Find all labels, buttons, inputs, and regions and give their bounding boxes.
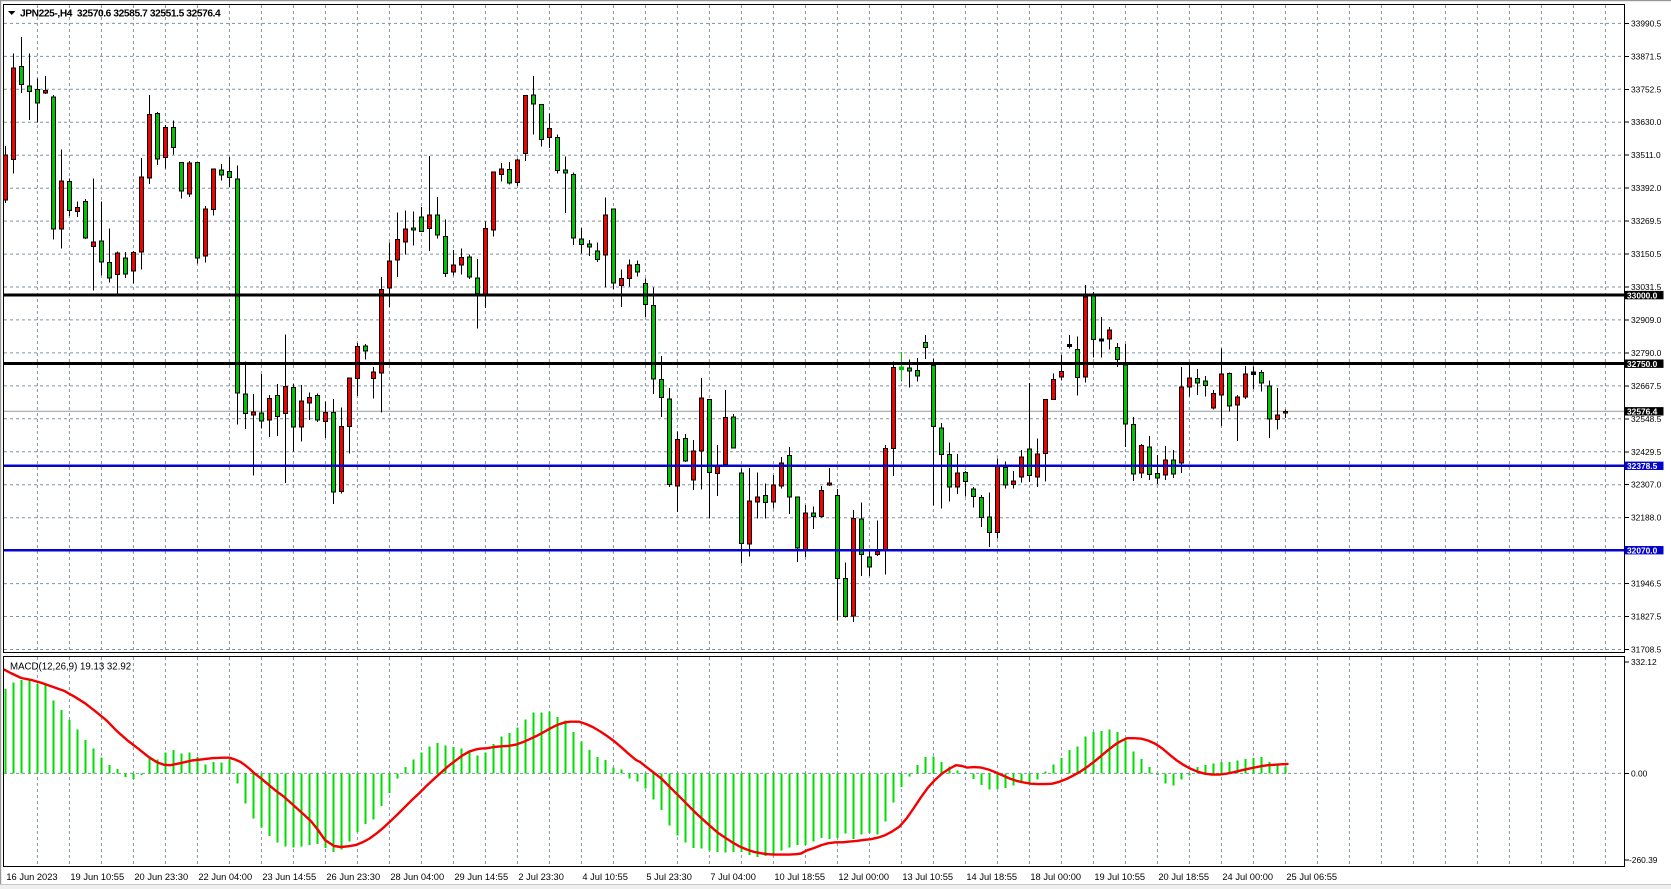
svg-text:32070.0: 32070.0	[1627, 545, 1658, 555]
svg-text:13 Jul 10:55: 13 Jul 10:55	[902, 872, 953, 882]
svg-text:32378.5: 32378.5	[1627, 461, 1658, 471]
svg-text:29 Jun 14:55: 29 Jun 14:55	[454, 872, 508, 882]
svg-text:18 Jul 00:00: 18 Jul 00:00	[1030, 872, 1081, 882]
svg-text:22 Jun 04:00: 22 Jun 04:00	[198, 872, 252, 882]
svg-text:16 Jun 2023: 16 Jun 2023	[6, 872, 57, 882]
svg-text:33990.5: 33990.5	[1631, 18, 1662, 28]
svg-text:5 Jul 23:30: 5 Jul 23:30	[646, 872, 692, 882]
svg-text:32548.5: 32548.5	[1631, 414, 1662, 424]
svg-text:33630.0: 33630.0	[1631, 117, 1662, 127]
svg-text:32750.0: 32750.0	[1627, 359, 1658, 369]
svg-text:31708.5: 31708.5	[1631, 645, 1662, 655]
svg-text:33031.5: 33031.5	[1631, 282, 1662, 292]
svg-text:31946.5: 31946.5	[1631, 579, 1662, 589]
svg-text:33752.5: 33752.5	[1631, 84, 1662, 94]
svg-text:32667.5: 32667.5	[1631, 381, 1662, 391]
svg-text:33511.0: 33511.0	[1631, 150, 1661, 160]
svg-text:JPN225-,H4 32570.6 32585.7 32: JPN225-,H4 32570.6 32585.7 32551.5 32576…	[20, 9, 221, 20]
svg-text:26 Jun 23:30: 26 Jun 23:30	[326, 872, 380, 882]
svg-text:23 Jun 14:55: 23 Jun 14:55	[262, 872, 316, 882]
svg-text:7 Jul 04:00: 7 Jul 04:00	[710, 872, 756, 882]
svg-text:32307.0: 32307.0	[1631, 480, 1662, 490]
svg-text:20 Jul 18:55: 20 Jul 18:55	[1158, 872, 1209, 882]
svg-text:32188.0: 32188.0	[1631, 513, 1662, 523]
svg-text:332.12: 332.12	[1631, 657, 1657, 667]
svg-text:33000.0: 33000.0	[1627, 290, 1658, 300]
svg-text:14 Jul 18:55: 14 Jul 18:55	[966, 872, 1017, 882]
svg-text:28 Jun 04:00: 28 Jun 04:00	[390, 872, 444, 882]
svg-text:-260.39: -260.39	[1629, 855, 1658, 865]
svg-text:32909.0: 32909.0	[1631, 315, 1662, 325]
svg-text:10 Jul 18:55: 10 Jul 18:55	[774, 872, 825, 882]
svg-text:25 Jul 06:55: 25 Jul 06:55	[1286, 872, 1337, 882]
svg-text:33150.5: 33150.5	[1631, 249, 1662, 259]
svg-text:24 Jul 00:00: 24 Jul 00:00	[1222, 872, 1273, 882]
svg-text:33392.0: 33392.0	[1631, 183, 1662, 193]
svg-text:33269.5: 33269.5	[1631, 216, 1662, 226]
svg-text:33871.5: 33871.5	[1631, 51, 1662, 61]
svg-text:4 Jul 10:55: 4 Jul 10:55	[582, 872, 628, 882]
svg-text:2 Jul 23:30: 2 Jul 23:30	[518, 872, 564, 882]
svg-text:31827.5: 31827.5	[1631, 612, 1662, 622]
svg-text:0.00: 0.00	[1631, 768, 1648, 778]
svg-text:32429.5: 32429.5	[1631, 447, 1662, 457]
svg-text:19 Jun 10:55: 19 Jun 10:55	[70, 872, 124, 882]
svg-text:12 Jul 00:00: 12 Jul 00:00	[838, 872, 889, 882]
svg-text:32790.0: 32790.0	[1631, 348, 1662, 358]
svg-text:19 Jul 10:55: 19 Jul 10:55	[1094, 872, 1145, 882]
svg-text:20 Jun 23:30: 20 Jun 23:30	[134, 872, 188, 882]
svg-text:32576.4: 32576.4	[1627, 407, 1658, 417]
svg-text:MACD(12,26,9) 19.13 32.92: MACD(12,26,9) 19.13 32.92	[10, 662, 131, 673]
